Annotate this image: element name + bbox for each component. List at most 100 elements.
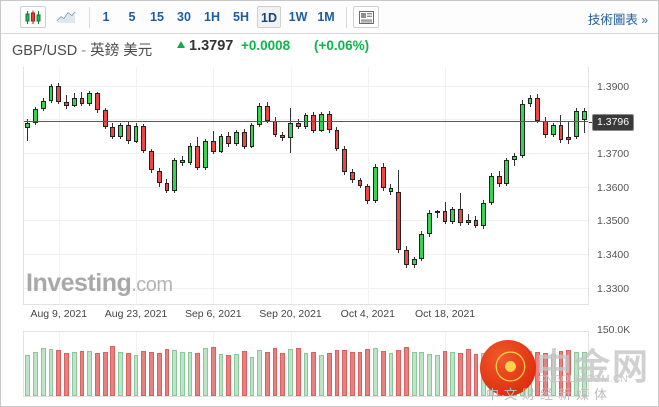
chart-settings-icon[interactable] <box>353 6 379 28</box>
candlestick <box>25 67 31 303</box>
volume-bar <box>326 353 332 396</box>
candle-body <box>164 182 170 191</box>
timeframe-1[interactable]: 1 <box>102 10 110 24</box>
price-chart-area[interactable] <box>23 67 589 305</box>
volume-bar <box>357 352 363 396</box>
candlestick-chart-icon[interactable] <box>20 6 46 28</box>
technical-charts-link[interactable]: 技術圖表 » <box>588 9 648 28</box>
candle-wick <box>27 119 29 142</box>
candlestick <box>504 67 510 303</box>
candlestick <box>156 67 162 303</box>
timeframe-1d[interactable]: 1D <box>257 6 281 28</box>
current-price-line <box>24 120 588 122</box>
candle-body <box>172 160 178 191</box>
candlestick <box>581 67 587 303</box>
candlestick <box>427 67 432 303</box>
candle-body <box>388 188 394 193</box>
candle-body <box>272 120 278 136</box>
volume-bar <box>149 352 154 396</box>
candle-wick <box>436 209 438 218</box>
volume-bar <box>64 353 69 396</box>
candle-body <box>125 125 131 142</box>
volume-bar <box>226 355 232 396</box>
volume-bar <box>319 355 324 396</box>
toolbar-divider-2 <box>346 7 347 28</box>
candlestick <box>141 67 147 303</box>
instrument-symbol: GBP/USD <box>12 43 78 59</box>
candle-body <box>203 140 208 168</box>
timeframe-5[interactable]: 5 <box>128 10 136 24</box>
candle-body <box>558 125 564 141</box>
candle-body <box>234 132 239 145</box>
candle-body <box>481 202 487 227</box>
date-gridline <box>213 67 214 304</box>
line-chart-icon[interactable] <box>53 6 79 28</box>
candlestick <box>226 67 232 303</box>
candle-body <box>149 150 154 171</box>
candlestick <box>33 67 38 303</box>
candle-body <box>373 167 378 201</box>
candle-body <box>218 136 224 152</box>
volume-bar <box>241 350 247 396</box>
candlestick <box>404 67 409 303</box>
candlestick <box>303 67 309 303</box>
date-tick-label: Aug 9, 2021 <box>30 308 88 320</box>
candle-body <box>249 124 255 147</box>
volume-bar <box>450 352 456 396</box>
cngold-subtitle: 中文财经新媒体 <box>486 387 613 402</box>
date-tick-label: Oct 18, 2021 <box>415 308 476 320</box>
volume-bar <box>419 351 425 396</box>
price-tick-label: 1.3500 <box>597 215 630 228</box>
candle-body <box>519 103 525 156</box>
candle-body <box>226 136 232 145</box>
candlestick <box>558 67 564 303</box>
candlestick <box>172 67 178 303</box>
candlestick <box>218 67 224 303</box>
volume-bar <box>33 351 38 396</box>
volume-bar <box>535 352 541 396</box>
candlestick <box>48 67 54 303</box>
volume-bar <box>342 349 348 396</box>
volume-bar <box>311 352 317 396</box>
timeframe-15[interactable]: 15 <box>150 10 164 24</box>
candle-body <box>419 233 425 259</box>
timeframe-5h[interactable]: 5H <box>233 10 249 24</box>
candle-body <box>342 148 348 172</box>
price-tick-label: 1.3600 <box>597 181 630 194</box>
candlestick <box>519 67 525 303</box>
volume-bar <box>195 353 201 396</box>
candle-body <box>450 208 456 222</box>
candle-body <box>288 122 293 139</box>
candlestick <box>125 67 131 303</box>
volume-bar <box>125 353 131 396</box>
timeframe-1m[interactable]: 1M <box>317 10 335 24</box>
candlestick <box>71 67 77 303</box>
price-gridline <box>24 254 588 256</box>
candle-body <box>434 210 440 213</box>
candlestick <box>434 67 440 303</box>
volume-bar <box>458 352 463 396</box>
candle-body <box>566 137 572 141</box>
timeframe-1w[interactable]: 1W <box>288 10 308 24</box>
candlestick <box>264 67 270 303</box>
volume-bar <box>234 354 239 396</box>
timeframe-1h[interactable]: 1H <box>204 10 220 24</box>
candle-body <box>404 250 409 265</box>
candlestick <box>118 67 123 303</box>
price-tick-label: 1.3700 <box>597 147 630 160</box>
candle-body <box>411 258 417 265</box>
candlestick <box>295 67 301 303</box>
line-chart-glyph <box>56 11 76 23</box>
date-tick-label: Oct 4, 2021 <box>340 308 395 320</box>
candlestick <box>79 67 85 303</box>
volume-bar <box>380 351 386 396</box>
candlestick <box>326 67 332 303</box>
volume-bar <box>365 348 371 396</box>
candlestick <box>442 67 448 303</box>
timeframe-30[interactable]: 30 <box>177 10 191 24</box>
price-change: +0.0008 <box>241 38 291 53</box>
candlestick <box>465 67 471 303</box>
candle-body <box>581 111 587 121</box>
candlestick <box>311 67 317 303</box>
